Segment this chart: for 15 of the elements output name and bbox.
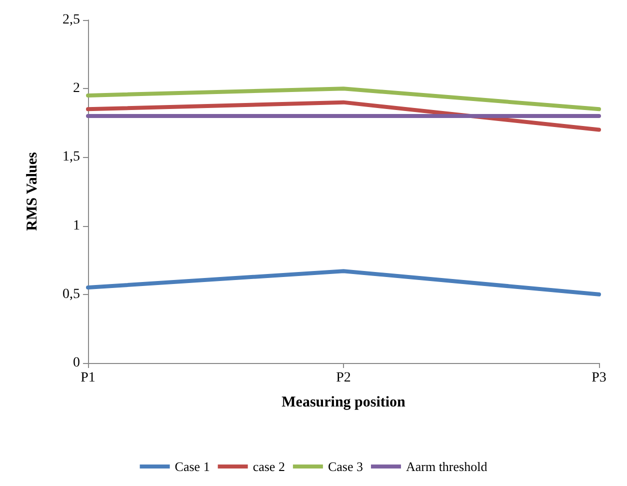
x-tick-label: P1	[80, 370, 96, 386]
legend-label: Case 1	[174, 459, 210, 474]
y-tick-label: 2	[73, 81, 80, 96]
x-axis-title: Measuring position	[282, 394, 406, 410]
y-tick-label: 0	[73, 356, 80, 370]
y-tick-label: 0,5	[62, 286, 80, 302]
x-tick-label: P3	[592, 370, 606, 386]
legend-label: case 2	[252, 459, 285, 474]
legend-label: Case 3	[328, 459, 363, 474]
x-tick-label: P2	[336, 370, 351, 386]
legend-label: Aarm threshold	[406, 459, 488, 474]
y-tick-label: 1	[73, 218, 80, 234]
y-axis-title: RMS Values	[24, 152, 40, 231]
y-tick-label: 1,5	[62, 150, 80, 165]
y-tick-label: 2,5	[62, 12, 80, 28]
